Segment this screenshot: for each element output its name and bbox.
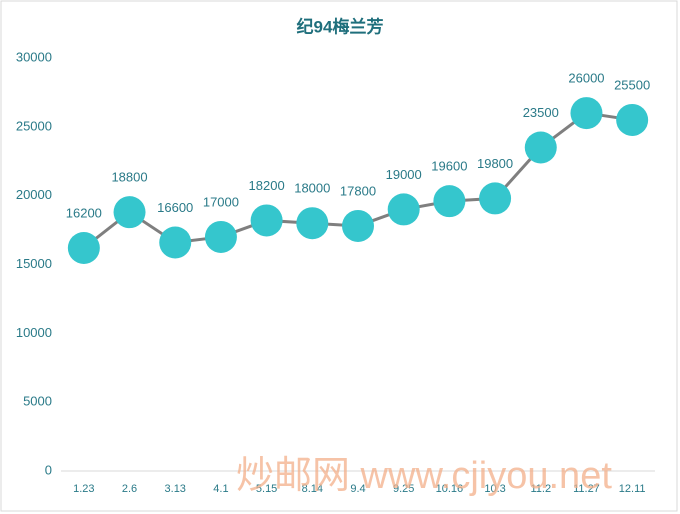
x-tick-label: 12.11 <box>619 483 646 495</box>
data-point <box>616 103 649 136</box>
data-point <box>433 185 466 218</box>
y-tick-label: 20000 <box>16 187 52 202</box>
x-tick-label: 4.1 <box>213 483 228 495</box>
data-point <box>387 193 420 226</box>
data-label: 16200 <box>66 205 102 220</box>
data-label: 19000 <box>386 167 422 182</box>
x-tick-label: 10.16 <box>436 483 464 495</box>
data-label: 18000 <box>294 181 330 196</box>
data-label: 19600 <box>431 159 467 174</box>
data-point <box>250 204 283 237</box>
x-tick-label: 8.14 <box>302 483 323 495</box>
data-point <box>342 209 374 242</box>
x-tick-label: 9.4 <box>350 483 365 495</box>
data-point <box>570 97 603 130</box>
x-tick-label: 5.15 <box>256 483 277 495</box>
y-tick-label: 25000 <box>16 118 52 133</box>
x-tick-label: 11.2 <box>530 483 551 495</box>
y-tick-label: 10000 <box>16 325 52 340</box>
data-point <box>524 131 557 164</box>
data-label: 18800 <box>111 170 147 185</box>
data-point <box>113 196 146 229</box>
data-point <box>296 207 329 240</box>
data-label: 17000 <box>203 194 239 209</box>
data-point <box>479 182 512 215</box>
data-point <box>204 220 237 253</box>
x-tick-label: 2.6 <box>122 483 137 495</box>
chart-title: 纪94梅兰芳 <box>297 16 384 36</box>
y-tick-label: 5000 <box>23 394 52 409</box>
data-label: 17800 <box>340 183 376 198</box>
x-tick-label: 11.27 <box>573 483 600 495</box>
data-point <box>67 231 100 264</box>
data-label: 23500 <box>523 105 559 120</box>
data-point <box>159 226 192 259</box>
data-label: 25500 <box>614 77 650 92</box>
x-tick-label: 10.3 <box>484 483 505 495</box>
data-label: 18200 <box>249 178 285 193</box>
y-tick-label: 30000 <box>16 49 52 64</box>
x-tick-label: 1.23 <box>73 483 94 495</box>
y-tick-label: 0 <box>45 462 52 477</box>
watermark: 炒邮网 www.cjiyou.net <box>236 455 612 497</box>
y-tick-label: 15000 <box>16 256 52 271</box>
x-tick-label: 3.13 <box>165 483 186 495</box>
data-label: 26000 <box>568 71 604 86</box>
x-tick-label: 9.25 <box>393 483 414 495</box>
data-label: 19800 <box>477 156 513 171</box>
data-label: 16600 <box>157 200 193 215</box>
